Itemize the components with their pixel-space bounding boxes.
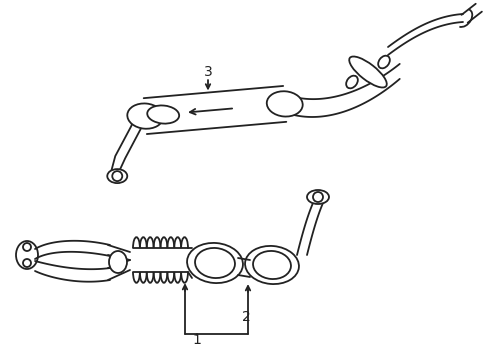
Ellipse shape: [195, 248, 235, 278]
Ellipse shape: [147, 105, 179, 123]
Text: 1: 1: [192, 333, 201, 347]
Circle shape: [112, 171, 122, 181]
Ellipse shape: [252, 251, 290, 279]
Ellipse shape: [127, 103, 163, 129]
Circle shape: [312, 192, 323, 202]
Ellipse shape: [377, 56, 389, 68]
Ellipse shape: [346, 76, 357, 88]
Ellipse shape: [244, 246, 298, 284]
Ellipse shape: [306, 190, 328, 204]
Ellipse shape: [348, 57, 386, 87]
Circle shape: [23, 259, 31, 267]
Ellipse shape: [16, 241, 38, 269]
Ellipse shape: [266, 91, 302, 117]
Ellipse shape: [109, 251, 127, 273]
Ellipse shape: [107, 169, 127, 183]
Text: 3: 3: [203, 65, 212, 79]
Circle shape: [23, 243, 31, 251]
Ellipse shape: [187, 243, 243, 283]
Text: 2: 2: [241, 310, 250, 324]
Polygon shape: [143, 86, 285, 134]
